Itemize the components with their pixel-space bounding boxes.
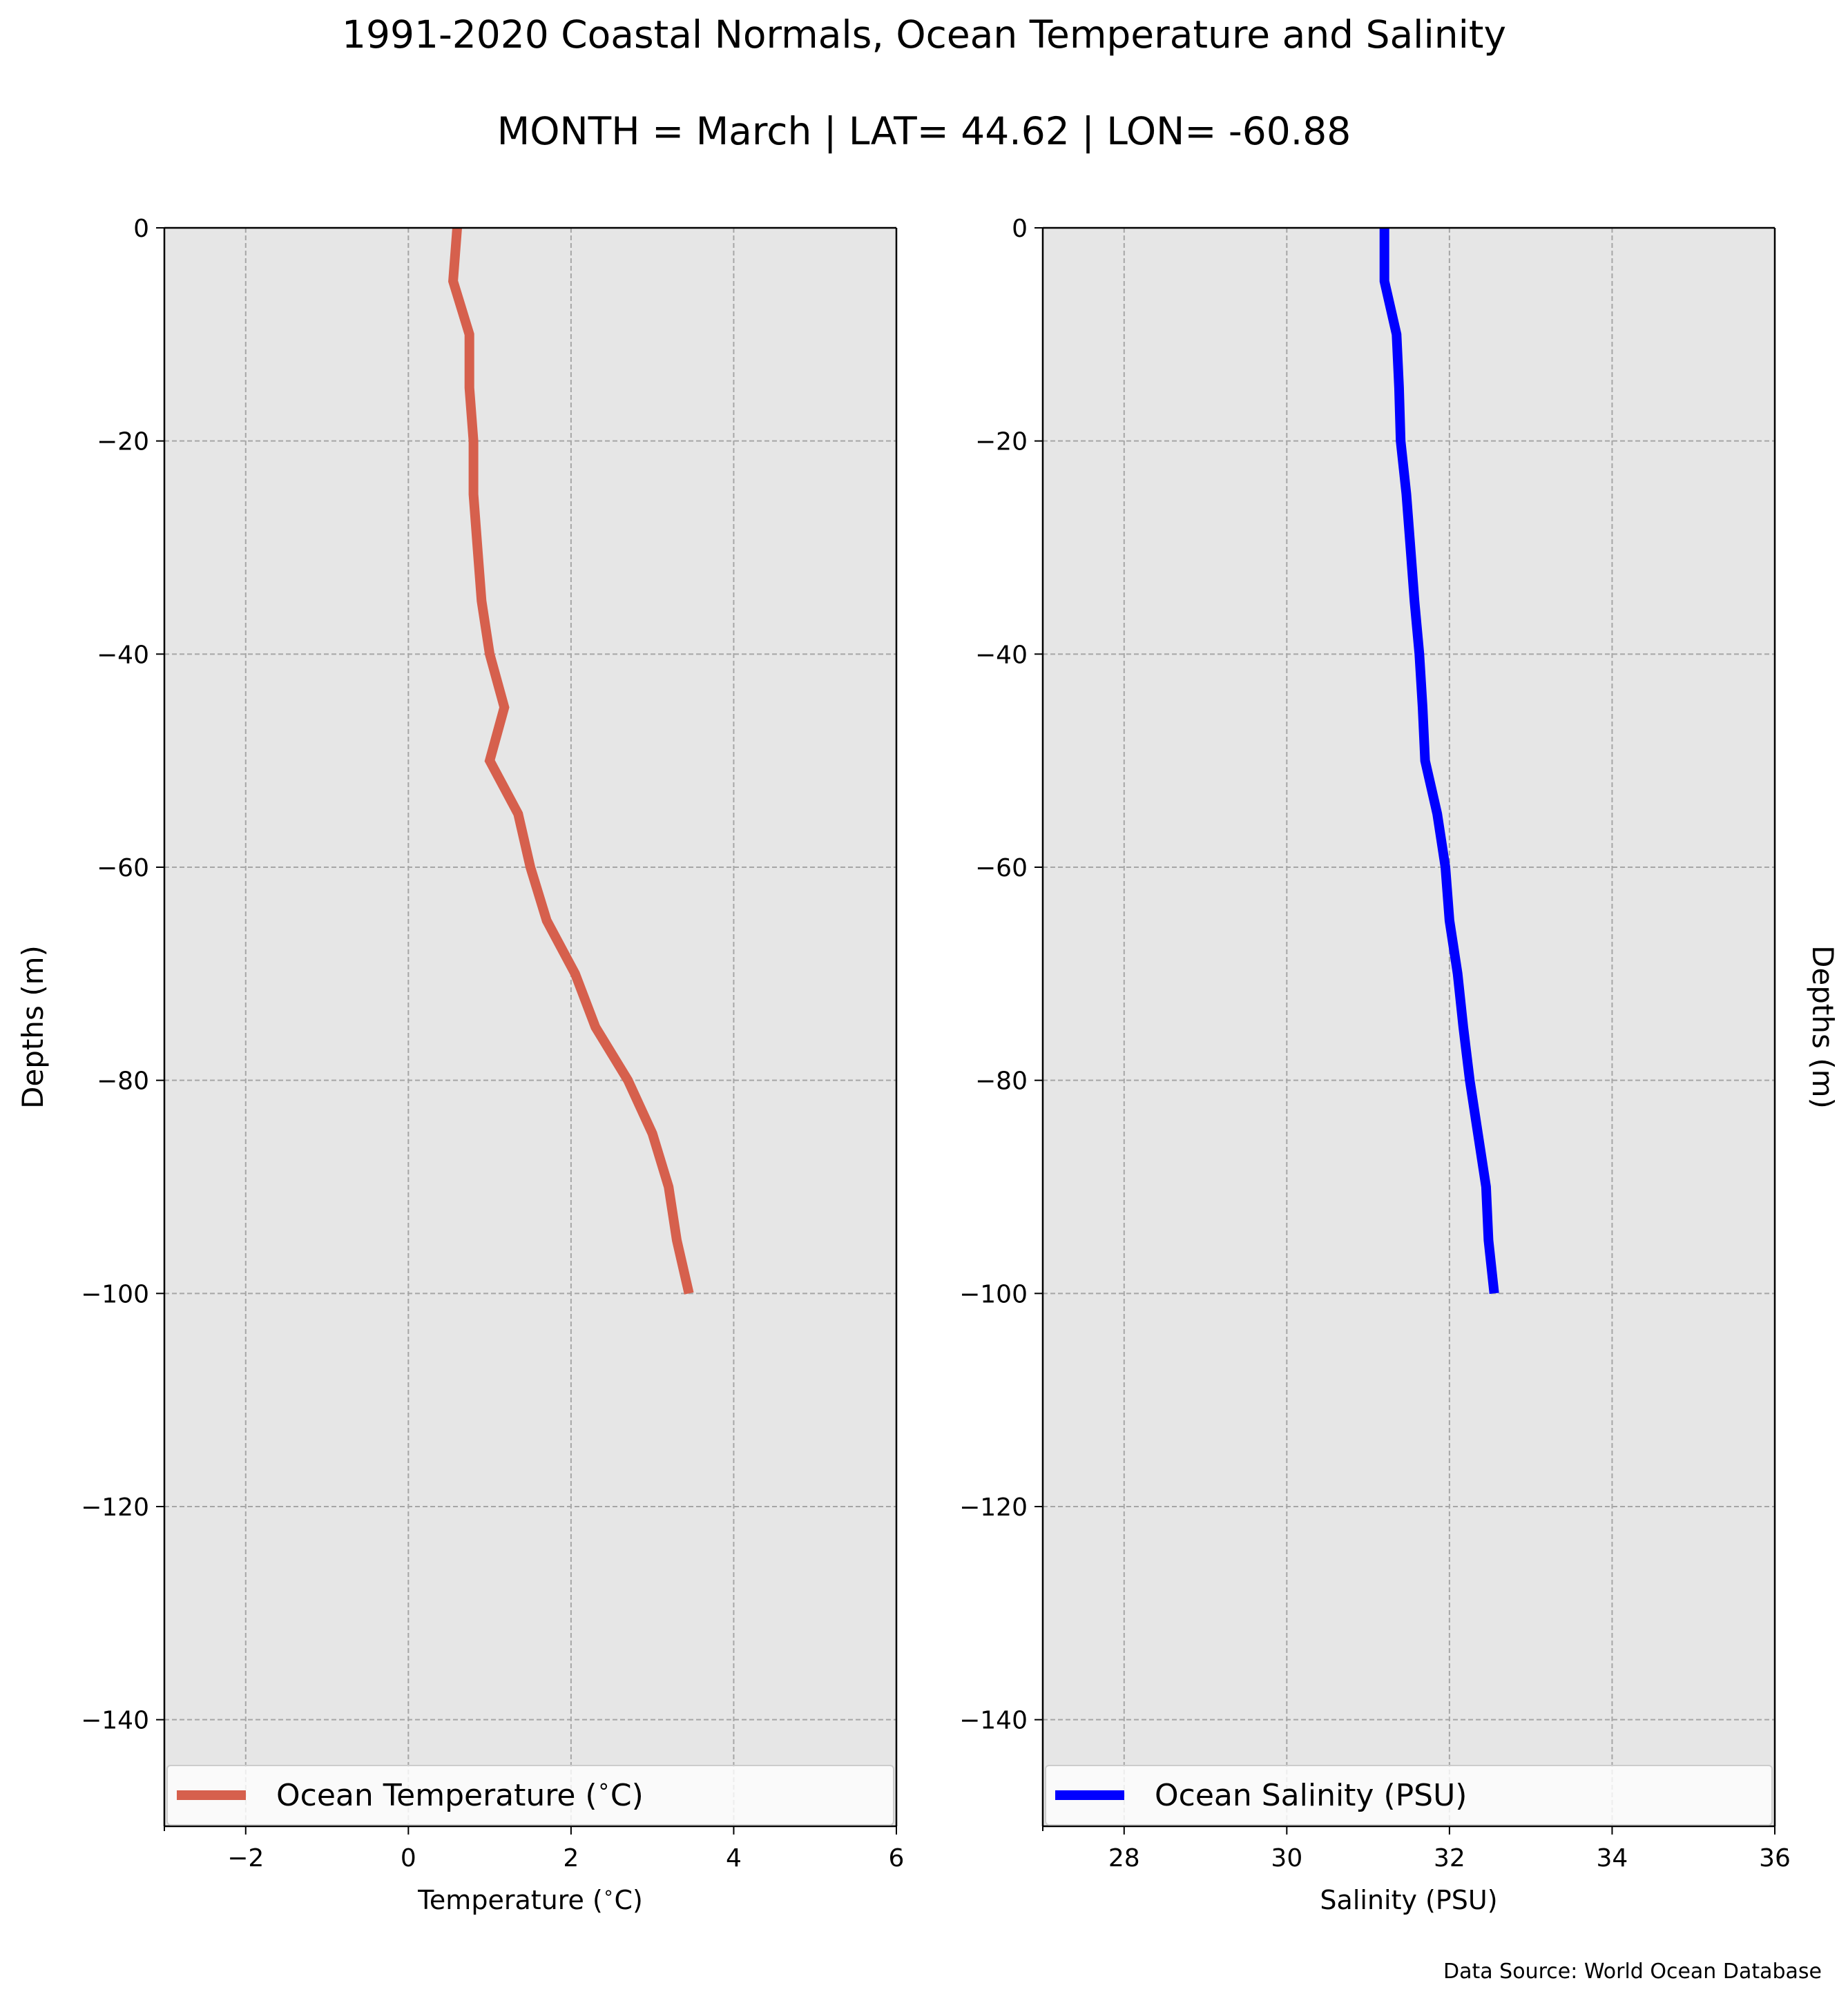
- salinity-y-tick-label: −80: [975, 1067, 1028, 1096]
- salinity-y-tick-label: −120: [959, 1493, 1028, 1522]
- salinity-x-tick-label: 30: [1271, 1844, 1302, 1873]
- temperature-x-tick-label: 2: [563, 1844, 579, 1873]
- temperature-y-tick-label: −140: [81, 1707, 149, 1735]
- salinity-x-tick-label: 32: [1434, 1844, 1465, 1873]
- salinity-y-tick-label: −60: [975, 854, 1028, 882]
- salinity-x-tick-label: 34: [1597, 1844, 1628, 1873]
- figure-title: 1991-2020 Coastal Normals, Ocean Tempera…: [341, 12, 1506, 57]
- temperature-series-line: [448, 227, 694, 1295]
- temperature-y-tick-label: −20: [97, 428, 149, 456]
- temperature-plot-area: [164, 228, 896, 1826]
- salinity-x-tick-label: 28: [1108, 1844, 1140, 1873]
- salinity-y-tick-label: 0: [1012, 215, 1028, 243]
- data-source-note: Data Source: World Ocean Database: [1443, 1960, 1822, 1984]
- salinity-y-axis-label: Depths (m): [1806, 945, 1840, 1109]
- temperature-x-tick-label: 4: [726, 1844, 742, 1873]
- salinity-x-axis-label: Salinity (PSU): [1320, 1885, 1497, 1915]
- temperature-y-tick-label: −80: [97, 1067, 149, 1096]
- temperature-y-tick-label: 0: [133, 215, 149, 243]
- figure-subtitle: MONTH = March | LAT= 44.62 | LON= -60.88: [497, 109, 1351, 153]
- temperature-legend-label: Ocean Temperature (∘C): [276, 1774, 644, 1813]
- salinity-y-tick-label: −40: [975, 641, 1028, 669]
- temperature-y-tick-label: −60: [97, 854, 149, 882]
- temperature-x-axis-label: Temperature (∘C): [417, 1882, 643, 1916]
- salinity-legend-label: Ocean Salinity (PSU): [1155, 1778, 1467, 1813]
- salinity-y-tick-label: −20: [975, 428, 1028, 456]
- temperature-y-axis-label: Depths (m): [16, 945, 50, 1109]
- salinity-plot-area: [1043, 228, 1775, 1826]
- salinity-legend-box: [1045, 1765, 1773, 1826]
- salinity-x-tick-label: 36: [1759, 1844, 1791, 1873]
- temperature-x-tick-label: −2: [227, 1844, 264, 1873]
- salinity-series-line: [1379, 228, 1499, 1295]
- temperature-y-tick-label: −120: [81, 1493, 149, 1522]
- temperature-x-tick-label: 0: [401, 1844, 416, 1873]
- temperature-x-tick-label: 6: [889, 1844, 905, 1873]
- salinity-y-tick-label: −140: [959, 1707, 1028, 1735]
- temperature-y-tick-label: −100: [81, 1280, 149, 1308]
- temperature-y-tick-label: −40: [97, 641, 149, 669]
- salinity-y-tick-label: −100: [959, 1280, 1028, 1308]
- temperature-legend-box: [166, 1765, 894, 1826]
